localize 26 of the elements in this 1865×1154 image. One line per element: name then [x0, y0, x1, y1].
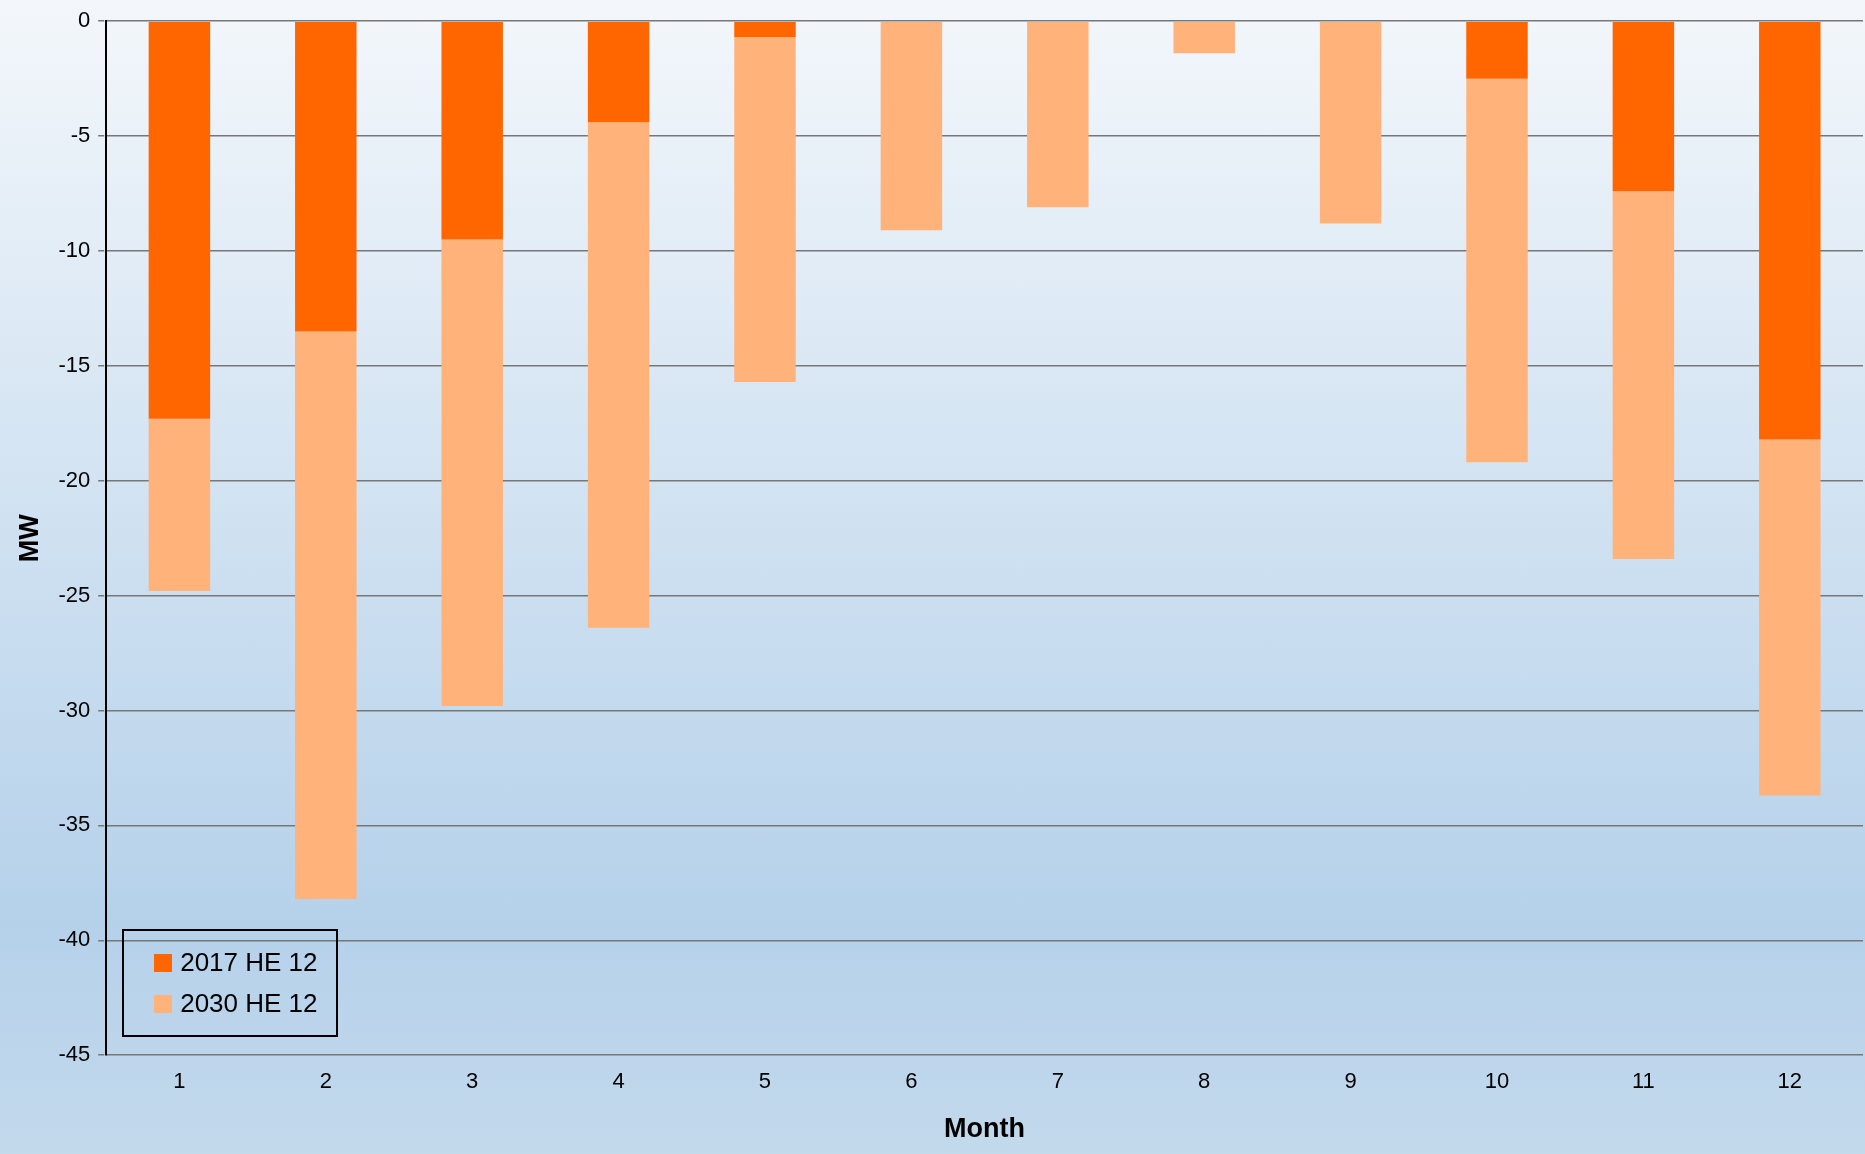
y-tick-label: -15: [58, 351, 91, 377]
x-tick-label: 12: [1777, 1068, 1803, 1094]
x-tick-label: 3: [466, 1068, 479, 1094]
x-tick-label: 10: [1484, 1068, 1510, 1094]
y-tick-label: 0: [77, 7, 91, 33]
y-tick-label: -20: [58, 466, 91, 492]
x-tick-label: 8: [1198, 1068, 1211, 1094]
y-tick-label: -35: [58, 811, 91, 837]
y-tick-label: -40: [58, 926, 91, 952]
x-tick-label: 11: [1631, 1068, 1655, 1094]
x-tick-label: 7: [1051, 1068, 1064, 1094]
legend-label: 2017 HE 12: [180, 947, 318, 979]
legend-label: 2030 HE 12: [180, 988, 318, 1020]
y-tick-label: -5: [70, 122, 91, 148]
y-axis-title: MW: [13, 513, 44, 563]
x-tick-label: 2: [319, 1068, 332, 1094]
x-tick-label: 4: [612, 1068, 625, 1094]
x-tick-label: 6: [905, 1068, 918, 1094]
x-tick-label: 9: [1344, 1068, 1357, 1094]
y-tick-label: -10: [58, 237, 91, 263]
x-axis-title: Month: [944, 1113, 1026, 1144]
y-tick-label: -45: [58, 1041, 91, 1067]
x-tick-label: 5: [758, 1068, 772, 1094]
y-tick-label: -25: [58, 581, 91, 607]
x-tick-label: 1: [173, 1068, 186, 1094]
y-tick-label: -30: [58, 696, 91, 722]
